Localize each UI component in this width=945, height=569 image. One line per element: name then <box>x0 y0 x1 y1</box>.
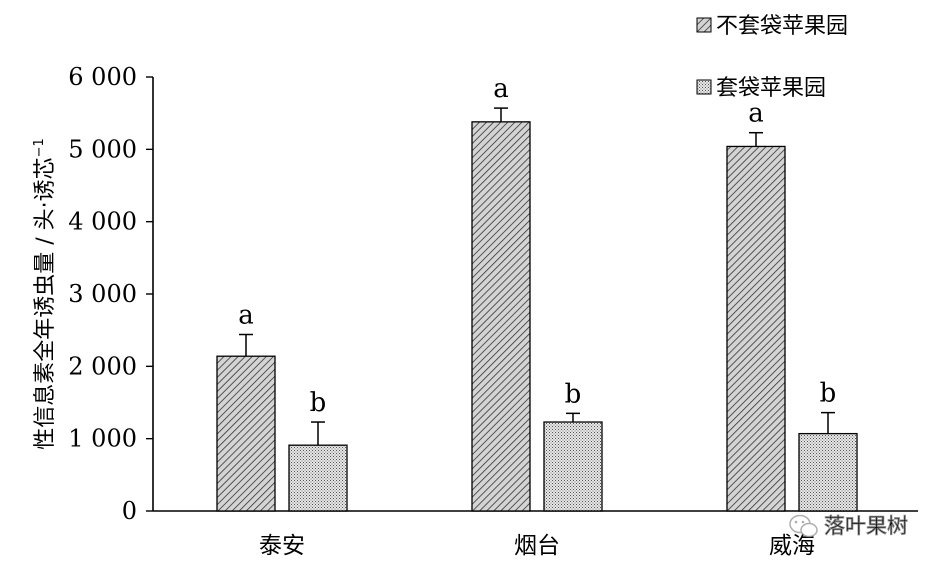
y-tick-label: 4 000 <box>68 208 137 236</box>
significance-letter: b <box>310 388 327 418</box>
wechat-icon <box>789 514 818 538</box>
bar-bagged-3 <box>798 432 858 512</box>
legend-swatch <box>696 79 712 95</box>
significance-letter: b <box>820 379 837 409</box>
legend-label: 套袋苹果园 <box>716 76 826 101</box>
x-tick-label: 烟台 <box>514 533 560 559</box>
y-tick-label: 6 000 <box>68 63 137 91</box>
y-tick-label: 5 000 <box>68 135 137 163</box>
legend-label: 不套袋苹果园 <box>716 14 848 39</box>
y-axis-label: 性信息素全年诱虫量 / 头·诱芯−1 <box>32 138 58 450</box>
significance-letter: a <box>748 99 764 129</box>
significance-letter: a <box>493 74 509 104</box>
significance-letter: b <box>565 379 582 409</box>
y-axis-label-superscript: −1 <box>32 138 47 157</box>
watermark: 落叶果树 <box>789 514 908 538</box>
bar-unbagged-2 <box>471 121 531 512</box>
watermark-text: 落叶果树 <box>824 514 908 538</box>
plot-area: 0 1 000 2 000 3 000 4 000 5 000 6 000 a b 泰安 a b 烟台 a… <box>68 63 918 559</box>
y-tick-label: 3 000 <box>68 280 137 308</box>
y-tick-label: 1 000 <box>68 425 137 453</box>
y-tick-label: 2 000 <box>68 352 137 380</box>
y-tick-label: 0 <box>122 497 137 525</box>
bar-bagged-1 <box>288 444 348 512</box>
y-axis-label-text: 性信息素全年诱虫量 / 头·诱芯 <box>33 157 58 449</box>
x-tick-label: 威海 <box>769 533 815 559</box>
bar-bagged-2 <box>543 421 603 512</box>
bar-unbagged-3 <box>726 145 786 512</box>
legend-swatch <box>696 17 712 33</box>
significance-letter: a <box>238 301 254 331</box>
x-tick-label: 泰安 <box>259 533 305 559</box>
bar-unbagged-1 <box>216 355 276 512</box>
